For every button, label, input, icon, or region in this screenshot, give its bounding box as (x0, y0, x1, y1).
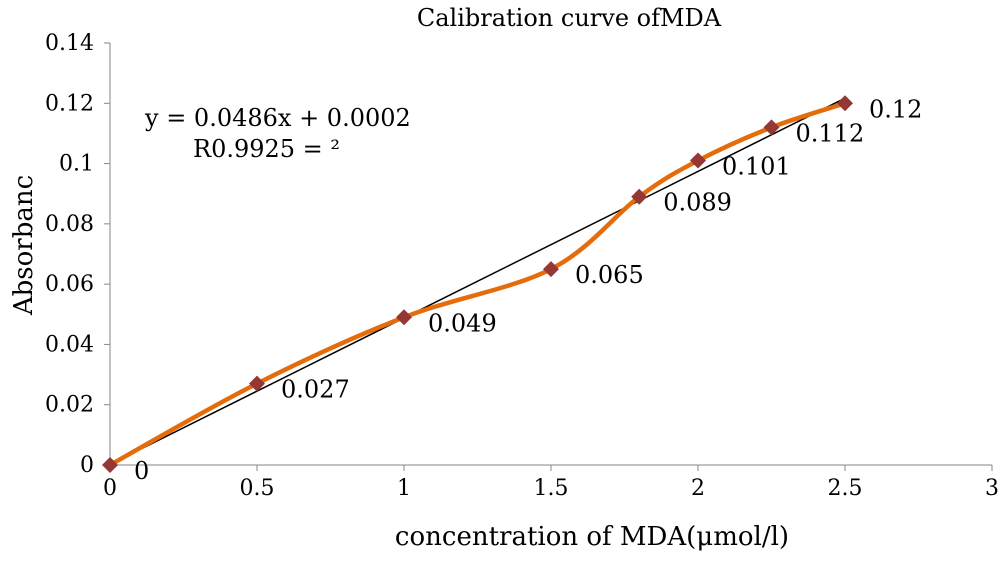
data-label: 0.112 (796, 119, 865, 147)
y-tick-label: 0.06 (45, 272, 94, 297)
x-tick-label: 0.5 (240, 476, 275, 501)
y-axis-title: Absorbanc (9, 175, 39, 316)
trendline-equation: y = 0.0486x + 0.0002 (144, 104, 411, 132)
y-tick-label: 0.08 (45, 212, 94, 237)
data-label: 0.101 (722, 153, 791, 181)
y-tick-label: 0.14 (45, 31, 94, 56)
data-point-marker (249, 375, 265, 392)
data-label: 0.049 (428, 309, 497, 337)
trendline-r-squared: R0.9925 = ² (193, 135, 340, 163)
data-label: 0.027 (281, 376, 350, 404)
data-markers (102, 95, 853, 473)
y-tick-label: 0.1 (59, 152, 94, 177)
data-point-marker (102, 457, 118, 473)
y-tick-label: 0.02 (45, 393, 94, 418)
data-label: 0.065 (575, 261, 644, 289)
x-tick-label: 2 (691, 476, 705, 501)
x-tick-label: 1.5 (534, 476, 569, 501)
y-tick-label: 0.12 (45, 91, 94, 116)
x-axis-ticks: 0 0.5 1 1.5 2 2.5 3 (103, 465, 999, 501)
data-point-marker (837, 95, 853, 112)
data-point-marker (690, 152, 706, 169)
x-tick-label: 0 (103, 476, 117, 501)
y-tick-label: 0 (80, 453, 94, 478)
data-point-marker (631, 188, 648, 205)
data-label: 0 (134, 457, 149, 485)
y-tick-label: 0.04 (45, 332, 94, 357)
data-point-marker (396, 309, 412, 326)
data-point-marker (543, 261, 559, 278)
data-point-marker (763, 119, 780, 136)
data-label: 0.12 (869, 95, 922, 123)
x-axis-title: concentration of MDA(μmol/l) (395, 522, 789, 552)
chart-title: Calibration curve ofMDA (417, 4, 722, 32)
data-label: 0.089 (663, 189, 732, 217)
y-axis-ticks: 0 0.02 0.04 0.06 0.08 0.1 0.12 0.14 (45, 31, 110, 478)
x-tick-label: 3 (985, 476, 999, 501)
x-tick-label: 1 (397, 476, 411, 501)
linear-trendline (109, 97, 846, 466)
x-tick-label: 2.5 (828, 476, 863, 501)
